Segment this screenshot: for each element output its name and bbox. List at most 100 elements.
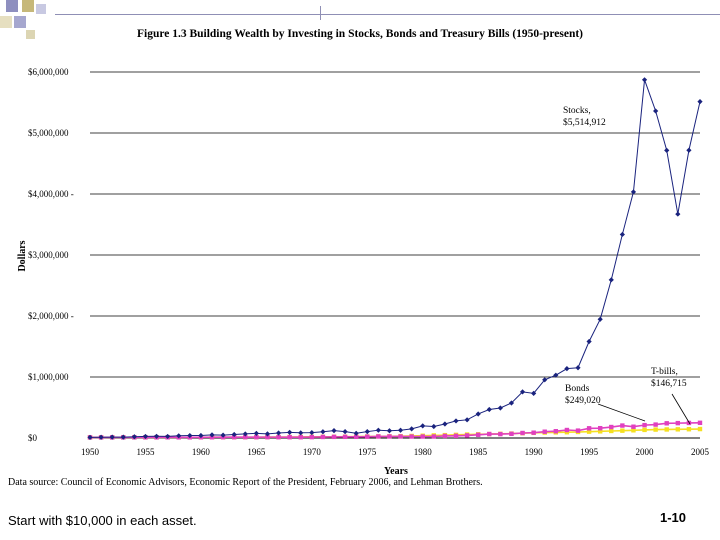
bonds-point: [231, 434, 237, 440]
bonds-point: [320, 434, 326, 440]
stocks-point: [542, 377, 548, 383]
bonds-point: [353, 434, 359, 440]
bonds-point: [498, 431, 503, 437]
tbills-point: [642, 427, 647, 433]
stocks-point: [464, 417, 470, 423]
stocks-annotation: $5,514,912: [563, 117, 606, 128]
bonds-point: [642, 422, 647, 428]
data-source-footnote: Data source: Council of Economic Advisor…: [8, 477, 483, 488]
bonds-point: [420, 434, 425, 439]
tbills-point: [631, 428, 636, 433]
bonds-point: [376, 434, 381, 439]
stocks-line: [89, 79, 701, 438]
stocks-point: [198, 432, 204, 439]
stocks-point: [242, 431, 248, 437]
x-tick-label: 1975: [358, 447, 377, 457]
y-tick-label: $5,000,000: [28, 128, 69, 138]
x-tick-label: 1965: [247, 447, 266, 457]
tbills-point: [620, 428, 625, 433]
stocks-point: [608, 277, 614, 283]
stocks-point: [275, 430, 282, 436]
bonds-point: [664, 421, 669, 426]
stocks-point: [664, 147, 670, 153]
bonds-point: [475, 432, 481, 437]
header-divider: [320, 6, 321, 20]
stocks-point: [697, 98, 703, 105]
page-number: 1-10: [660, 510, 687, 525]
bonds-annotation: Bonds: [565, 384, 590, 394]
x-tick-label: 1995: [580, 447, 599, 457]
header-rule: [55, 14, 720, 15]
bonds-point: [298, 435, 303, 440]
stocks-point: [486, 406, 492, 413]
bonds-point: [531, 430, 536, 435]
stocks-point: [564, 366, 570, 372]
x-tick-label: 1985: [469, 447, 488, 457]
tbills-annotation: $146,715: [651, 378, 687, 389]
stocks-point: [364, 429, 370, 435]
bonds-point: [609, 424, 614, 430]
bonds-point: [697, 420, 703, 426]
tbills-point: [664, 427, 669, 432]
slide-caption: Start with $10,000 in each asset.: [8, 513, 197, 528]
x-tick-label: 1960: [192, 447, 211, 457]
bonds-point: [398, 434, 403, 439]
stocks-point: [120, 434, 126, 440]
bonds-point: [265, 434, 270, 440]
stocks-point: [675, 211, 681, 217]
tbills-point: [586, 429, 592, 434]
x-tick-label: 2005: [691, 447, 710, 457]
tbills-point: [597, 429, 603, 434]
stocks-point: [331, 428, 337, 434]
bonds-point: [387, 434, 392, 439]
stocks-point: [176, 433, 182, 439]
stocks-point: [187, 432, 193, 439]
x-tick-label: 1950: [81, 447, 100, 457]
x-tick-label: 2000: [636, 447, 655, 457]
bonds-point: [287, 434, 292, 440]
stocks-point: [165, 433, 171, 440]
stocks-point: [87, 434, 93, 440]
y-tick-label: $4,000,000 -: [28, 189, 74, 199]
y-axis-label: Dollars: [17, 240, 28, 271]
stocks-point: [320, 429, 326, 435]
tbills-point: [653, 427, 658, 432]
stocks-point: [397, 427, 404, 433]
tbills-point: [675, 427, 681, 432]
annotations: Stocks,$5,514,912 T-bills,$146,715 Bonds$2…: [563, 106, 691, 425]
stocks-point: [287, 429, 293, 435]
stocks-point: [475, 411, 481, 417]
bonds-point: [442, 433, 448, 439]
stocks-point: [497, 405, 503, 411]
x-tick-label: 1955: [136, 447, 155, 457]
stocks-point: [597, 316, 603, 322]
stocks-point: [586, 338, 592, 345]
bonds-point: [586, 426, 592, 431]
bonds-point: [575, 428, 581, 433]
stocks-point: [342, 429, 348, 435]
chart-title: Figure 1.3 Building Wealth by Investing …: [137, 28, 583, 40]
bonds-point: [631, 424, 636, 429]
stocks-point: [508, 400, 515, 406]
bonds-point: [487, 431, 492, 437]
stocks-point: [453, 418, 459, 424]
bonds-point: [342, 434, 348, 440]
y-tick-label: $2,000,000 -: [28, 311, 74, 321]
y-tick-label: $1,000,000: [28, 372, 69, 382]
bonds-point: [597, 425, 603, 431]
x-tick-label: 1980: [414, 447, 433, 457]
bonds-point: [276, 434, 281, 440]
y-tick-label: $0: [28, 433, 38, 443]
stocks-point: [630, 189, 637, 195]
bonds-point: [509, 431, 514, 436]
tbills-point: [697, 426, 703, 432]
bonds-point: [464, 433, 470, 438]
tbills-annotation: T-bills,: [651, 367, 678, 377]
axes: $0 $1,000,000 $2,000,000 - $3,000,000 $4,000…: [28, 67, 710, 457]
stocks-point: [220, 432, 226, 438]
bonds-point: [520, 430, 525, 436]
stocks-point: [353, 430, 359, 436]
stocks-point: [641, 77, 648, 83]
x-tick-label: 1990: [525, 447, 544, 457]
